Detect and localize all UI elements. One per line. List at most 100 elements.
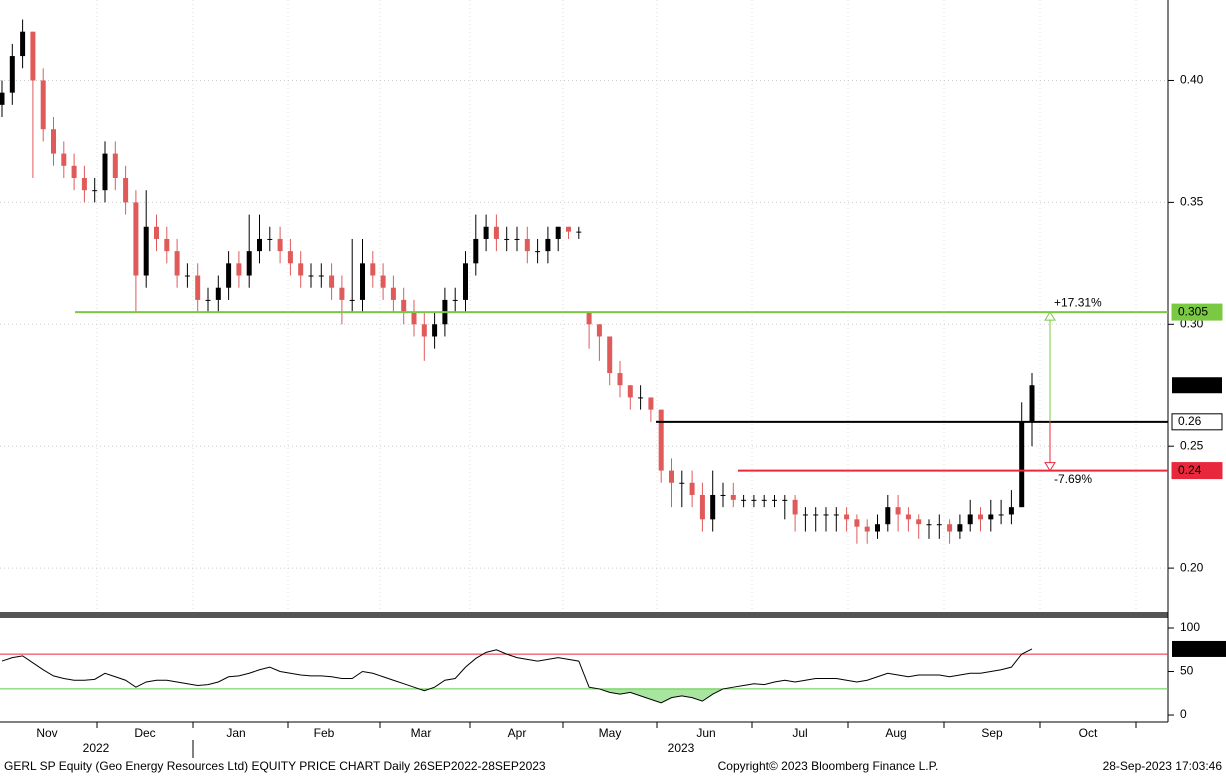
- last-value-label: 75.9335: [1175, 641, 1219, 655]
- candle-body: [926, 524, 932, 526]
- candle-body: [463, 263, 468, 300]
- level-tag-label: 0.305: [1178, 304, 1208, 318]
- candle-body: [648, 397, 654, 410]
- candle-body: [174, 251, 180, 276]
- candle-body: [226, 263, 232, 288]
- candle-body: [916, 519, 922, 525]
- candle-body: [833, 514, 839, 516]
- candle-body: [30, 31, 36, 81]
- x-tick-label: Feb: [314, 726, 335, 740]
- candle-body: [390, 287, 396, 300]
- candle-body: [92, 190, 98, 192]
- candle-body: [452, 299, 458, 301]
- candle-body: [555, 226, 561, 239]
- candle-body: [20, 31, 26, 57]
- level-tag-label: 0.24: [1178, 463, 1202, 477]
- candle-body: [154, 226, 159, 239]
- candle-body: [689, 482, 695, 495]
- candle-body: [257, 238, 262, 252]
- x-tick-label: May: [599, 726, 622, 740]
- candle-body: [40, 80, 46, 130]
- candle-body: [998, 514, 1004, 516]
- candle-body: [730, 494, 736, 500]
- candle-body: [71, 165, 77, 178]
- candle-body: [61, 153, 67, 166]
- candle-body: [164, 238, 170, 252]
- candle-body: [483, 226, 489, 239]
- candle-body: [535, 251, 541, 253]
- y-tick-label: 0.25: [1180, 438, 1204, 452]
- candle-body: [679, 482, 685, 484]
- candle-body: [308, 275, 314, 277]
- candle-body: [988, 514, 994, 520]
- candle-body: [504, 238, 510, 240]
- candle-body: [205, 299, 211, 301]
- y-tick-label: 100: [1180, 620, 1200, 634]
- candle-body: [287, 251, 293, 264]
- x-tick-label: Dec: [134, 726, 155, 740]
- candle-body: [329, 275, 335, 288]
- x-tick-label: Mar: [411, 726, 432, 740]
- candle-body: [576, 231, 582, 233]
- candle-body: [617, 373, 623, 386]
- candle-body: [936, 524, 942, 526]
- candle-body: [102, 153, 108, 191]
- candle-body: [0, 92, 5, 105]
- candle-body: [524, 238, 530, 252]
- footer-left: GERL SP Equity (Geo Energy Resources Ltd…: [4, 759, 546, 773]
- candle-body: [267, 238, 273, 240]
- x-tick-label: Jun: [696, 726, 715, 740]
- candle-body: [813, 514, 819, 516]
- oversold-area: [2, 688, 1032, 703]
- level-tag-label: 0.26: [1178, 414, 1202, 428]
- candle-body: [421, 324, 427, 337]
- candle-body: [318, 275, 324, 277]
- arrow-head: [1044, 462, 1056, 472]
- candle-body: [772, 499, 777, 501]
- candle-body: [1029, 385, 1035, 422]
- y-tick-label: 50: [1180, 664, 1194, 678]
- candle-body: [236, 263, 242, 276]
- candle-body: [586, 312, 592, 325]
- candle-body: [627, 385, 633, 398]
- candle-body: [720, 494, 726, 496]
- candle-body: [1008, 507, 1014, 515]
- candle-body: [1019, 421, 1025, 508]
- candle-body: [195, 275, 201, 300]
- candle-body: [905, 514, 911, 520]
- candle-body: [81, 177, 87, 191]
- candle-body: [638, 397, 644, 399]
- x-tick-label: Apr: [508, 726, 527, 740]
- x-tick-label: Jan: [226, 726, 245, 740]
- footer-right: 28-Sep-2023 17:03:46: [1103, 759, 1223, 773]
- candle-body: [9, 56, 15, 93]
- x-tick-label: Oct: [1079, 726, 1098, 740]
- year-label: 2023: [668, 741, 695, 755]
- candle-body: [184, 275, 190, 277]
- candle-body: [380, 275, 386, 288]
- candle-body: [411, 312, 417, 325]
- candle-body: [978, 514, 983, 520]
- candle-body: [133, 202, 139, 276]
- candle-body: [802, 514, 808, 516]
- rsi-line: [1, 648, 1033, 704]
- y-tick-label: 0.40: [1180, 73, 1204, 87]
- level-tag: [1171, 303, 1223, 321]
- arrow-head: [1044, 311, 1056, 321]
- candle-body: [710, 494, 716, 520]
- candle-body: [123, 177, 129, 203]
- candle-body: [947, 524, 953, 532]
- candle-body: [277, 238, 283, 252]
- level-tag: [1171, 413, 1223, 431]
- year-label: 2022: [83, 741, 110, 755]
- candle-body: [215, 287, 221, 300]
- candle-body: [401, 299, 407, 313]
- candle-body: [51, 129, 56, 154]
- candle-body: [885, 507, 891, 525]
- candle-body: [669, 470, 674, 483]
- candle-body: [339, 287, 345, 300]
- candle-body: [895, 507, 901, 515]
- candle-body: [658, 409, 664, 471]
- candle-body: [792, 499, 798, 515]
